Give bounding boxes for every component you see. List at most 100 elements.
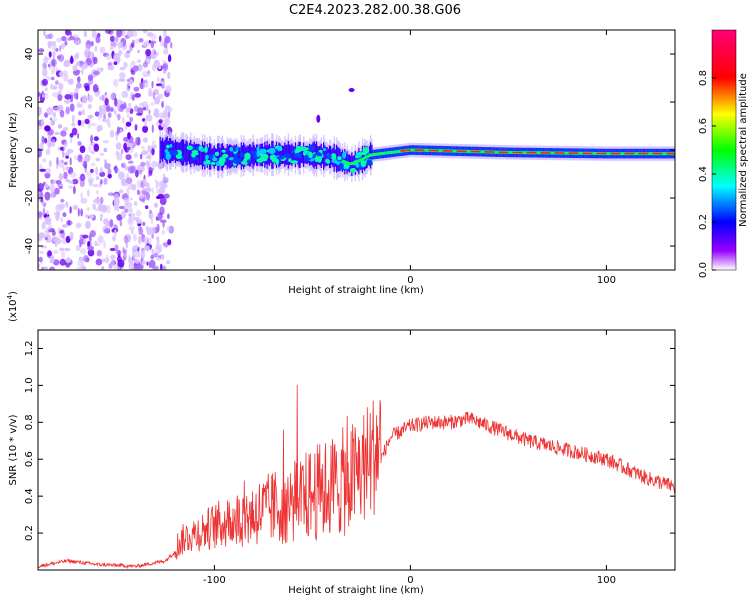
spectrogram-noise-cell: [145, 114, 153, 122]
spectrogram-y-tick-label: 0: [24, 147, 35, 153]
colorbar-gradient: [711, 29, 737, 271]
spectrogram-noise-cell: [61, 159, 64, 164]
spectrogram-noise-cell: [52, 85, 58, 90]
spectrogram-noise-cell: [114, 165, 118, 174]
spectrogram-band-core: [198, 143, 200, 166]
spectrogram-noise-cell: [44, 172, 51, 179]
spectrogram-noise-cell: [117, 266, 121, 270]
spectrogram-noise-cell: [64, 247, 71, 252]
spectrogram-noise-cell: [119, 220, 123, 227]
snr-plot-area: [38, 330, 675, 570]
spectrogram-noise-cell: [138, 235, 142, 245]
spectrogram-noise-cell: [129, 79, 134, 85]
spectrogram-noise-cell: [40, 198, 44, 203]
snr-y-tick-label: 0.2: [24, 525, 35, 541]
spectrogram-noise-cell: [104, 97, 109, 106]
spectrogram-y-tick-label: -20: [24, 190, 35, 206]
spectrogram-band-core: [292, 145, 294, 164]
spectrogram-band-core: [183, 139, 185, 166]
spectrogram-noise-cell: [132, 39, 135, 45]
spectrogram-noise-cell: [44, 92, 49, 100]
spectrogram-noise-cell: [101, 107, 107, 115]
spectrogram-noise-cell: [52, 249, 59, 255]
spectrogram-ridge-blob: [355, 155, 359, 159]
spectrogram-noise-cell: [148, 166, 153, 175]
spectrogram-band-core: [163, 141, 165, 159]
spectrogram-noise-cell: [49, 117, 53, 121]
spectrogram-noise-cell: [39, 168, 46, 172]
snr-x-tick-label: 0: [407, 575, 413, 586]
spectrogram-noise-cell: [136, 59, 142, 63]
spectrogram-noise-cell: [119, 66, 126, 71]
spectrogram-band-core: [268, 143, 271, 166]
spectrogram-noise-cell: [87, 103, 93, 110]
spectrogram-ridge-blob: [232, 157, 241, 164]
spectrogram-noise-cell: [64, 161, 68, 166]
spectrogram-noise-cell: [117, 41, 124, 48]
spectrogram-noise-cell: [69, 231, 74, 241]
spectrogram-noise-cell: [147, 144, 152, 153]
spectrogram-noise-cell: [59, 258, 66, 266]
spectrogram-noise-cell: [62, 203, 65, 209]
spectrogram-noise-cell: [46, 107, 54, 116]
spectrogram-noise-cell: [65, 201, 69, 208]
spectrogram-noise-cell: [87, 189, 90, 197]
spectrogram-noise-cell: [145, 40, 150, 47]
spectrogram-band-core: [200, 145, 203, 166]
spectrogram-noise-cell: [146, 160, 150, 166]
spectrogram-noise-cell: [90, 41, 94, 47]
spectrogram-noise-cell: [155, 180, 159, 190]
spectrogram-noise-cell: [44, 137, 48, 144]
spectrogram-x-tick-label: 0: [407, 275, 413, 286]
spectrogram-noise-cell: [41, 221, 46, 230]
colorbar-label: Normalized spectral amplitude: [738, 73, 749, 227]
spectrogram-noise-cell: [116, 30, 123, 38]
spectrogram-noise-cell: [148, 237, 152, 246]
spectrogram-noise-cell: [89, 230, 96, 238]
spectrogram-noise-cell: [76, 40, 82, 45]
spectrogram-noise-cell: [160, 219, 167, 224]
spectrogram-noise-cell: [106, 204, 111, 214]
spectrogram-noise-cell: [131, 94, 135, 101]
spectrogram-noise-cell: [137, 49, 140, 54]
spectrogram-noise-cell: [123, 235, 129, 244]
spectrogram-band-core: [203, 144, 205, 167]
spectrogram-noise-cell: [125, 121, 132, 127]
spectrogram-noise-cell: [87, 74, 94, 81]
spectrogram-noise-cell: [133, 86, 140, 92]
spectrogram-noise-cell: [114, 109, 117, 115]
spectrogram-noise-cell: [151, 232, 154, 239]
colorbar-tick-label: 0.8: [698, 70, 709, 86]
spectrogram-noise-cell: [50, 83, 54, 90]
spectrogram-noise-cell: [162, 64, 167, 69]
spectrogram-noise-cell: [138, 169, 143, 175]
spectrogram-noise-cell: [80, 192, 83, 200]
spectrogram-noise-cell: [65, 257, 72, 264]
spectrogram-noise-cell: [93, 136, 99, 142]
spectrogram-noise-cell: [121, 210, 127, 219]
spectrogram-noise-cell: [151, 124, 154, 134]
spectrogram-noise-cell: [107, 168, 112, 175]
colorbar: 0.0 0.2 0.4 0.6 0.8 Normalized spectral ampl…: [698, 29, 749, 278]
spectrogram-noise-cell: [135, 251, 141, 258]
spectrogram-noise-cell: [99, 179, 103, 185]
spectrogram-noise-cell: [100, 204, 108, 213]
spectrogram-noise-cell: [138, 226, 144, 236]
spectrogram-y-tick-label: 40: [24, 48, 35, 61]
spectrogram-noise-cell: [114, 229, 117, 236]
spectrogram-band-core: [237, 146, 239, 166]
spectrogram-band-core: [186, 141, 188, 165]
spectrogram-y-tick-label: -40: [24, 238, 35, 254]
spectrogram-noise-cell: [127, 113, 130, 118]
spectrogram-noise-cell: [83, 30, 87, 38]
spectrogram-noise-cell: [64, 99, 71, 104]
spectrogram-noise-cell: [107, 112, 112, 118]
spectrogram-noise-cell: [50, 255, 55, 264]
spectrogram-noise-cell: [73, 34, 79, 39]
spectrogram-ridge-blob: [326, 154, 332, 160]
spectrogram-noise-cell: [151, 248, 154, 254]
spectrogram-noise-cell: [104, 159, 107, 165]
spectrogram-noise-cell: [169, 41, 173, 49]
spectrogram-noise-cell: [94, 111, 100, 117]
spectrogram-noise-cell: [154, 96, 161, 105]
